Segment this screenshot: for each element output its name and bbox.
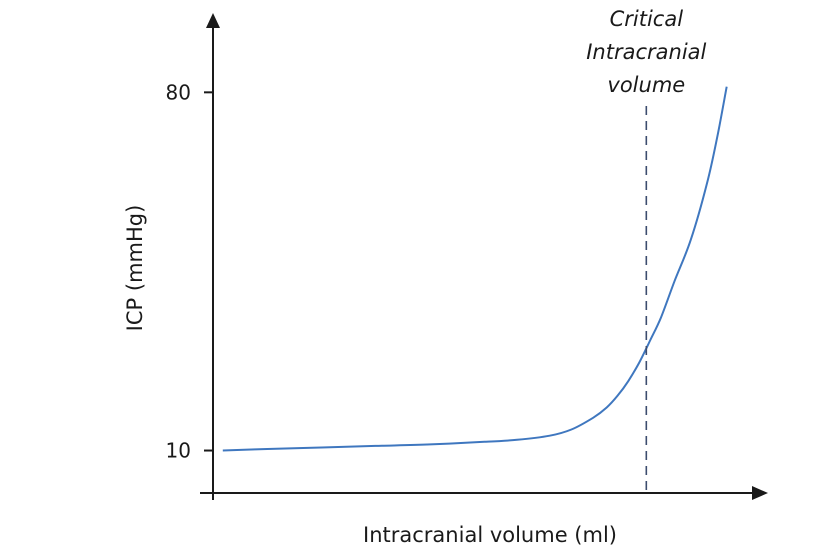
plot-area — [222, 86, 728, 452]
y-axis-arrowhead — [206, 13, 220, 28]
icp-curve — [222, 86, 728, 452]
critical-volume-label-line: Intracranial — [586, 40, 706, 64]
y-ticks: 10 80 — [166, 80, 213, 463]
annotation-group: Critical Intracranial volume — [586, 7, 707, 493]
x-axis-arrowhead — [752, 486, 768, 500]
y-tick-label: 80 — [166, 80, 191, 104]
y-tick-label: 10 — [166, 439, 191, 463]
critical-volume-label-line: volume — [607, 73, 685, 97]
critical-volume-label-line: Critical — [610, 7, 684, 31]
y-axis-label: ICP (mmHg) — [123, 205, 147, 332]
x-axis-label: Intracranial volume (ml) — [363, 523, 617, 547]
